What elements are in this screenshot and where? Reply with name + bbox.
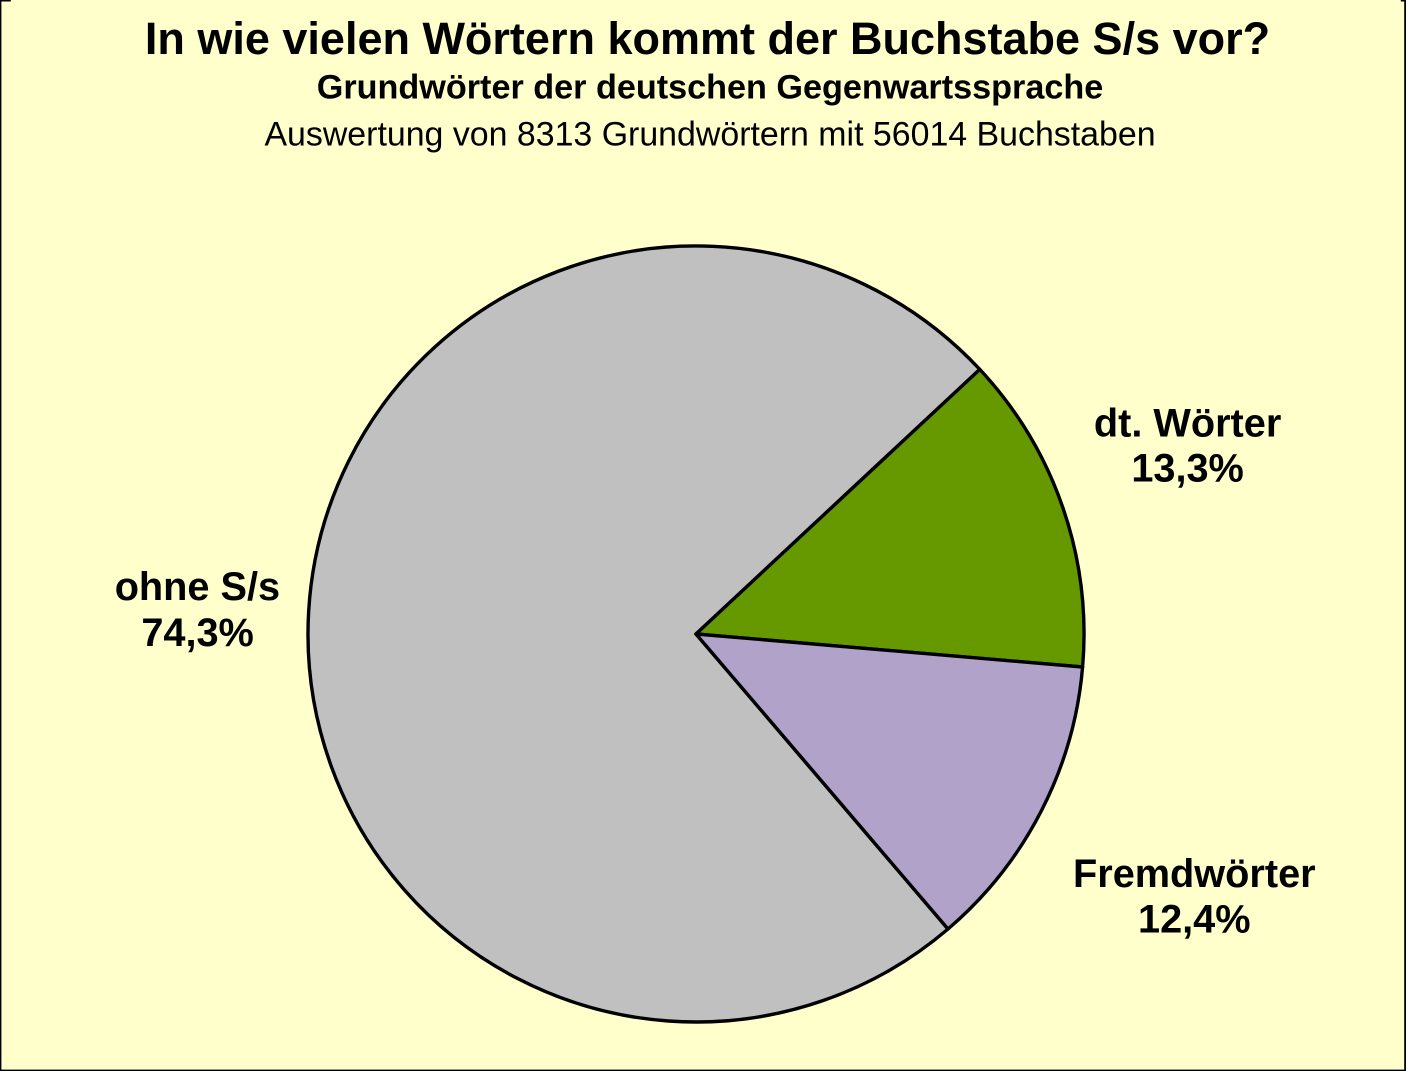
svg-text:ohne S/s: ohne S/s xyxy=(115,565,280,609)
svg-text:12,4%: 12,4% xyxy=(1138,897,1251,941)
svg-text:Grundwörter der deutschen Gege: Grundwörter der deutschen Gegenwartsspra… xyxy=(317,68,1104,106)
svg-text:74,3%: 74,3% xyxy=(141,611,254,655)
svg-text:In wie vielen Wörtern kommt de: In wie vielen Wörtern kommt der Buchstab… xyxy=(145,13,1270,64)
svg-text:13,3%: 13,3% xyxy=(1131,446,1244,490)
svg-text:Fremdwörter: Fremdwörter xyxy=(1073,852,1316,896)
svg-text:Auswertung von 8313 Grundwörte: Auswertung von 8313 Grundwörtern mit 560… xyxy=(264,115,1155,153)
svg-text:dt. Wörter: dt. Wörter xyxy=(1094,402,1281,446)
